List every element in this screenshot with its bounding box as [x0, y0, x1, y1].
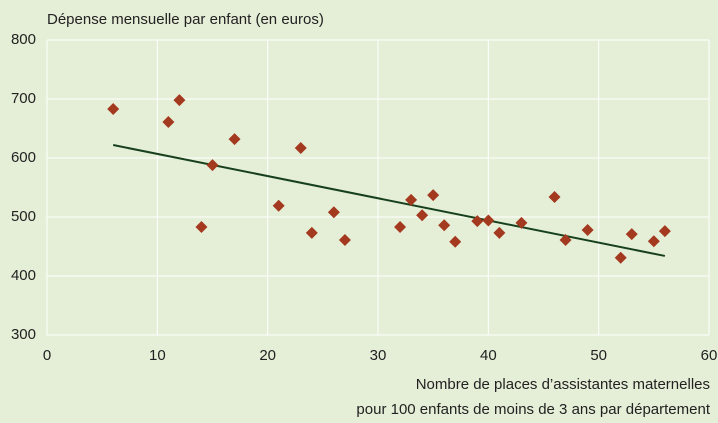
point: [647, 235, 660, 248]
point: [515, 216, 528, 229]
point: [482, 214, 495, 227]
point: [614, 251, 627, 264]
point: [493, 226, 506, 239]
y-tick-label: 400: [11, 267, 36, 284]
point: [416, 209, 429, 222]
y-tick-label: 700: [11, 90, 36, 107]
point: [272, 199, 285, 212]
point: [581, 223, 594, 236]
point: [107, 103, 120, 116]
x-tick-label: 60: [701, 347, 718, 364]
point: [427, 189, 440, 202]
x-tick-label: 10: [149, 347, 166, 364]
y-tick-label: 300: [11, 326, 36, 343]
point: [559, 234, 572, 247]
point: [658, 225, 671, 238]
y-tick-label: 600: [11, 149, 36, 166]
point: [206, 159, 219, 172]
point: [294, 141, 307, 154]
point: [471, 215, 484, 228]
x-tick-label: 0: [43, 347, 51, 364]
point: [327, 206, 340, 219]
chart-title: Dépense mensuelle par enfant (en euros): [47, 11, 324, 28]
point: [625, 228, 638, 241]
point: [195, 221, 208, 234]
point: [162, 116, 175, 129]
x-tick-label: 30: [370, 347, 387, 364]
point: [405, 193, 418, 206]
point: [394, 221, 407, 234]
y-tick-label: 500: [11, 208, 36, 225]
point: [228, 133, 241, 146]
x-axis-label: pour 100 enfants de moins de 3 ans par d…: [356, 401, 710, 418]
point: [338, 234, 351, 247]
point: [305, 226, 318, 239]
y-tick-label: 800: [11, 31, 36, 48]
x-axis-label: Nombre de places d’assistantes maternell…: [416, 376, 710, 393]
x-tick-label: 40: [480, 347, 497, 364]
point: [438, 219, 451, 232]
x-tick-label: 50: [590, 347, 607, 364]
x-tick-label: 20: [259, 347, 276, 364]
point: [173, 94, 186, 107]
trend-line: [113, 144, 666, 257]
point: [449, 235, 462, 248]
point: [548, 190, 561, 203]
